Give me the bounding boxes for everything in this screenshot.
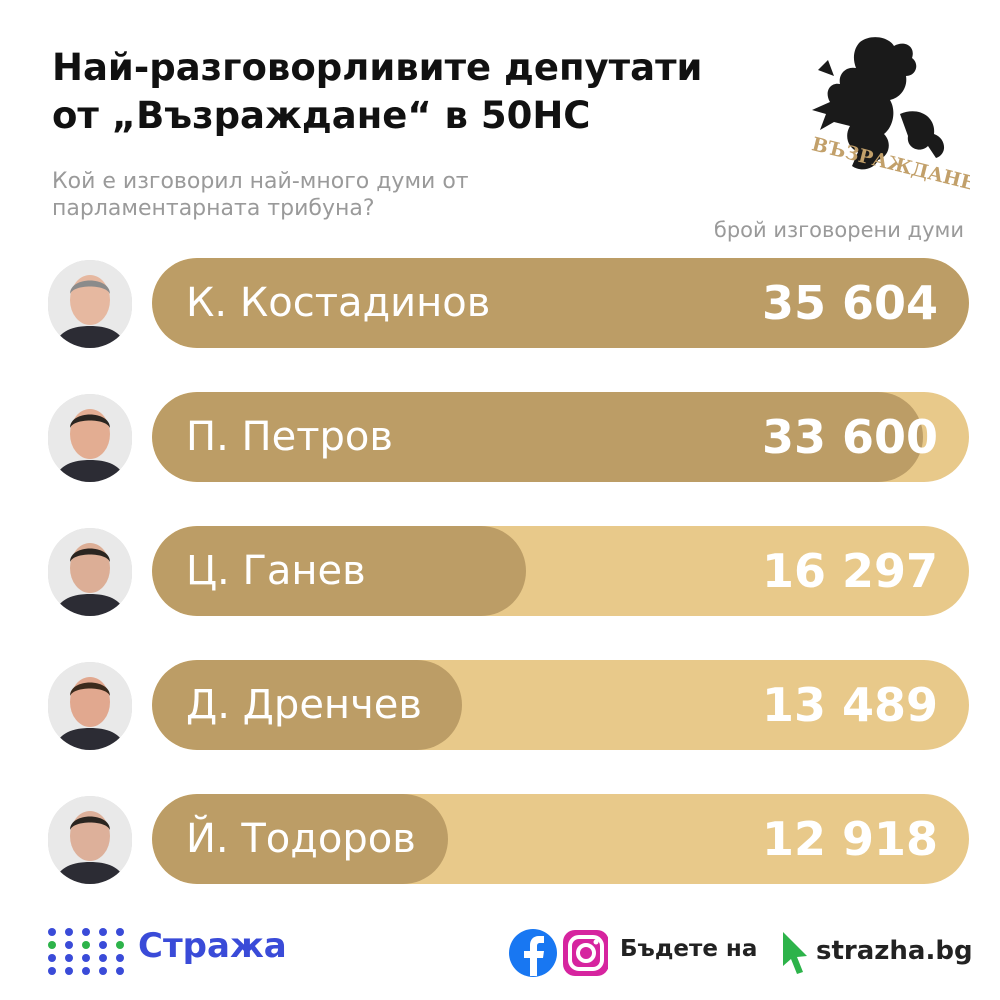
bar-row: Д. Дренчев 13 489 — [0, 660, 1000, 752]
logo-dot — [82, 928, 90, 936]
logo-dot — [48, 954, 56, 962]
category-label: П. Петров — [186, 414, 393, 460]
logo-dot — [99, 941, 107, 949]
bar-track — [152, 660, 969, 750]
logo-dot — [116, 928, 124, 936]
vazrazhdane-lion-logo: ВЪЗРАЖДАНЕ — [810, 37, 970, 190]
logo-dot — [48, 967, 56, 975]
subtitle-line-2: парламентарната трибуна? — [52, 196, 375, 221]
site-link[interactable]: strazha.bg — [816, 936, 973, 966]
logo-dot — [116, 941, 124, 949]
data-label: 12 918 — [761, 812, 938, 866]
logo-dot — [116, 967, 124, 975]
instagram-icon[interactable] — [563, 930, 608, 976]
bar — [152, 794, 449, 884]
logo-dot — [99, 967, 107, 975]
facebook-icon[interactable] — [509, 929, 557, 977]
logo-dot — [65, 928, 73, 936]
title-line-2: от „Възраждане“ в 50НС — [52, 94, 591, 137]
logo-dot — [65, 954, 73, 962]
bar — [152, 258, 969, 348]
logo-dot — [82, 954, 90, 962]
bar-track — [152, 258, 969, 348]
logo-dot — [65, 941, 73, 949]
logo-dot — [48, 941, 56, 949]
bar-row: П. Петров 33 600 — [0, 392, 1000, 484]
bar-track — [152, 794, 969, 884]
social-icons — [509, 929, 608, 977]
chart-title: Най-разговорливите депутати от „Възражда… — [52, 44, 772, 140]
data-label: 35 604 — [761, 276, 938, 330]
category-label: Д. Дренчев — [186, 682, 422, 728]
logo-text: ВЪЗРАЖДАНЕ — [810, 133, 970, 190]
bar-row: Й. Тодоров 12 918 — [0, 794, 1000, 886]
portrait-photo — [48, 528, 132, 616]
bar-row: К. Костадинов 35 604 — [0, 258, 1000, 350]
brand-name: Стража — [138, 926, 287, 966]
portrait-photo — [48, 796, 132, 884]
cta-text: Бъдете на — [620, 936, 758, 962]
portrait-photo — [48, 394, 132, 482]
category-label: Ц. Ганев — [186, 548, 366, 594]
portrait-photo — [48, 662, 132, 750]
cursor-icon — [783, 932, 807, 974]
data-label: 16 297 — [761, 544, 938, 598]
unit-label: брой изговорени думи — [713, 218, 964, 242]
category-label: К. Костадинов — [186, 280, 491, 326]
logo-dot — [82, 967, 90, 975]
title-line-1: Най-разговорливите депутати — [52, 46, 703, 89]
bar — [152, 660, 462, 750]
data-label: 13 489 — [761, 678, 938, 732]
bar-track — [152, 392, 969, 482]
logo-dot — [48, 928, 56, 936]
bar — [152, 392, 923, 482]
portrait-photo — [48, 260, 132, 348]
strazha-dots-logo — [48, 928, 124, 975]
logo-dot — [65, 967, 73, 975]
category-label: Й. Тодоров — [186, 816, 416, 862]
bar — [152, 526, 526, 616]
logo-dot — [116, 954, 124, 962]
logo-dot — [99, 928, 107, 936]
subtitle-line-1: Кой е изговорил най-много думи от — [52, 169, 469, 194]
logo-dot — [99, 954, 107, 962]
chart-subtitle: Кой е изговорил най-много думи от парлам… — [52, 168, 612, 222]
logo-dot — [82, 941, 90, 949]
bar-row: Ц. Ганев 16 297 — [0, 526, 1000, 618]
data-label: 33 600 — [761, 410, 938, 464]
bar-track — [152, 526, 969, 616]
